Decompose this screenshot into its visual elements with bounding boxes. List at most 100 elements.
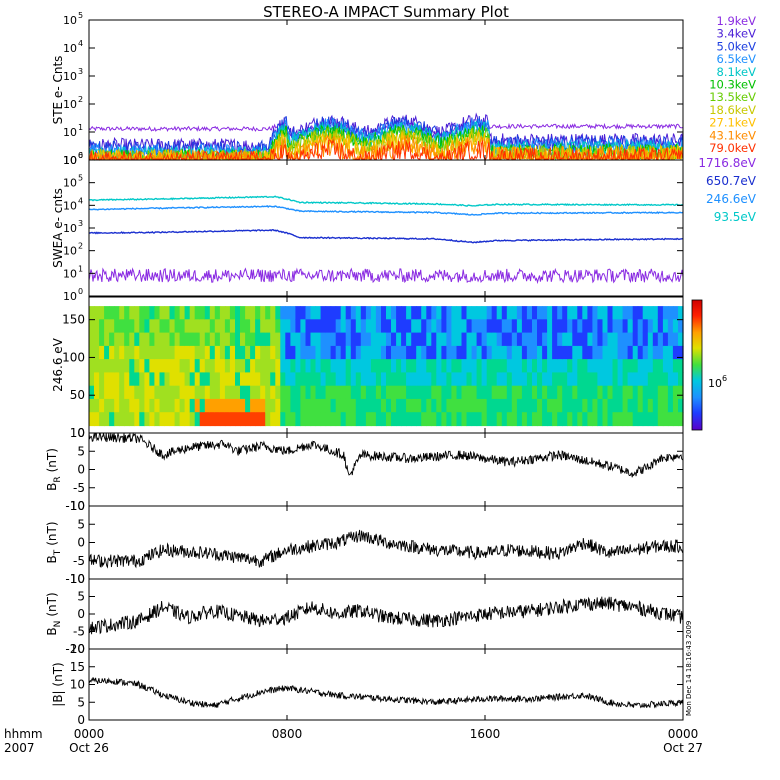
spectrogram-cell: [552, 319, 558, 334]
spectrogram-cell: [104, 385, 110, 400]
spectrogram-cell: [476, 345, 483, 360]
y-tick-exp: 0: [78, 287, 83, 296]
spectrogram-cell: [265, 385, 271, 400]
y-axis-label-unit: (nT): [45, 521, 59, 545]
spectrogram-cell: [667, 319, 674, 334]
spectrogram-cell: [406, 345, 412, 360]
spectrogram-cell: [365, 385, 372, 400]
spectrogram-cell: [204, 372, 211, 387]
spectrogram-cell: [481, 332, 488, 347]
spectrogram-cell: [169, 372, 176, 387]
spectrogram-cell: [557, 345, 563, 360]
spectrogram-cell: [149, 398, 155, 413]
spectrogram-cell: [471, 412, 478, 427]
spectrogram-cell: [647, 319, 654, 334]
spectrogram-cell: [184, 306, 191, 320]
spectrogram-cell: [532, 319, 538, 334]
spectrogram-cell: [456, 306, 463, 320]
spectrogram-cell: [240, 306, 246, 320]
spectrogram-cell: [139, 345, 145, 360]
spectrogram-cell: [537, 332, 543, 347]
spectrogram-cell: [542, 306, 548, 320]
spectrogram-cell: [386, 385, 392, 400]
spectrogram-cell: [159, 412, 166, 427]
spectrogram-cell: [587, 306, 593, 320]
spectrogram-cell: [159, 345, 166, 360]
spectrogram-cell: [340, 398, 347, 413]
spectrogram-cell: [567, 319, 573, 334]
spectrogram-cell: [174, 306, 181, 320]
spectrogram-cell: [275, 372, 281, 387]
spectrogram-cell: [381, 372, 387, 387]
spectrogram-cell: [662, 412, 669, 427]
spectrogram-cell: [501, 385, 508, 400]
spectrogram-cell: [159, 372, 166, 387]
spectrogram-cell: [285, 385, 291, 400]
y-tick-label: 10: [70, 499, 85, 513]
spectrogram-cell: [194, 306, 201, 320]
spectrogram-cell: [627, 412, 634, 427]
spectrogram-cell: [526, 359, 533, 373]
spectrogram-cell: [184, 332, 191, 347]
spectrogram-cell: [642, 306, 649, 320]
spectrogram-cell: [506, 372, 513, 387]
spectrogram-cell: [179, 398, 186, 413]
spectrogram-cell: [642, 359, 649, 373]
spectrogram-cell: [285, 412, 291, 427]
spectrogram-cell: [476, 398, 483, 413]
spectrogram-cell: [411, 306, 417, 320]
spectrogram-cell: [300, 359, 306, 373]
spectrogram-cell: [396, 398, 402, 413]
spectrogram-cell: [592, 372, 598, 387]
spectrogram-cell: [431, 372, 437, 387]
spectrogram-cell: [184, 372, 191, 387]
spectrogram-cell: [310, 319, 317, 334]
spectrogram-cell: [617, 398, 624, 413]
spectrogram-cell: [607, 306, 614, 320]
spectrogram-cell: [335, 412, 342, 427]
spectrogram-cell: [557, 306, 563, 320]
spectrogram-cell: [250, 372, 256, 387]
spectrogram-cell: [199, 345, 206, 360]
spectrogram-cell: [506, 412, 513, 427]
spectrogram-cell: [255, 332, 261, 347]
spectrogram-cell: [567, 345, 573, 360]
spectrogram-cell: [164, 345, 171, 360]
spectrogram-cell: [476, 332, 483, 347]
spectrogram-cell: [350, 372, 357, 387]
spectrogram-cell: [295, 372, 301, 387]
spectrogram-cell: [375, 385, 382, 400]
spectrogram-cell: [607, 385, 614, 400]
spectrogram-cell: [471, 359, 478, 373]
spectrogram-cell: [612, 385, 619, 400]
spectrogram-cell: [637, 372, 644, 387]
spectrogram-cell: [667, 385, 674, 400]
spectrogram-cell: [411, 385, 417, 400]
spectrogram-cell: [632, 359, 639, 373]
spectrogram-cell: [174, 332, 181, 347]
spectrogram-cell: [446, 359, 452, 373]
legend-entry: 3.4keV: [717, 27, 757, 41]
spectrogram-cell: [139, 398, 145, 413]
spectrogram-cell: [370, 372, 377, 387]
spectrogram-cell: [622, 345, 629, 360]
spectrogram-cell: [345, 332, 352, 347]
spectrogram-cell: [547, 412, 553, 427]
spectrogram-cell: [255, 385, 261, 400]
spectrogram-cell: [547, 345, 553, 360]
spectrogram-cell: [552, 372, 558, 387]
spectrogram-cell: [250, 385, 256, 400]
spectrogram-cell: [189, 359, 196, 373]
spectrogram-cell: [421, 372, 427, 387]
spectrogram-cell: [204, 332, 211, 347]
spectrogram-cell: [315, 306, 322, 320]
spectrogram-cell: [672, 319, 679, 334]
spectrogram-cell: [436, 372, 442, 387]
y-tick-exp: 4: [78, 196, 83, 205]
spectrogram-cell: [109, 398, 115, 413]
spectrogram-cell: [577, 332, 583, 347]
spectrogram-cell: [496, 359, 503, 373]
spectrogram-cell: [667, 332, 674, 347]
spectrogram-cell: [567, 385, 573, 400]
spectrogram-cell: [295, 332, 301, 347]
